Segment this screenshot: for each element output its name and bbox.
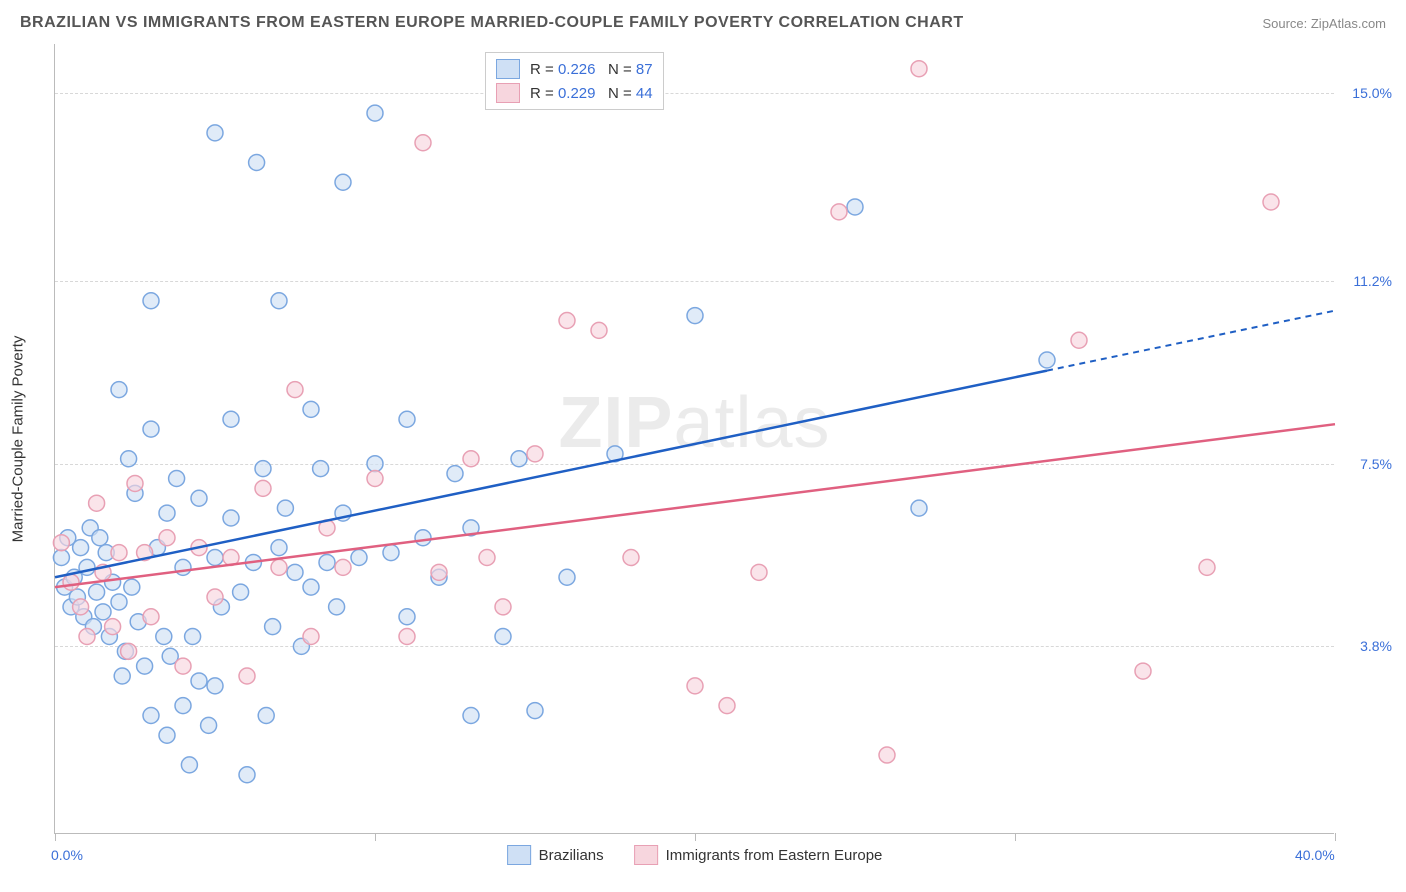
chart-header: BRAZILIAN VS IMMIGRANTS FROM EASTERN EUR…: [20, 14, 1386, 32]
legend-label: Immigrants from Eastern Europe: [666, 847, 883, 864]
legend-label: Brazilians: [539, 847, 604, 864]
trend-line: [55, 424, 1335, 587]
x-tick: [1015, 833, 1016, 841]
legend-row: R = 0.229 N = 44: [496, 81, 653, 105]
x-tick: [1335, 833, 1336, 841]
legend-swatch: [496, 83, 520, 103]
y-tick-label: 3.8%: [1360, 638, 1392, 654]
x-tick: [695, 833, 696, 841]
plot-container: Married-Couple Family Poverty 3.8%7.5%11…: [54, 44, 1334, 834]
x-tick: [375, 833, 376, 841]
legend-item: Immigrants from Eastern Europe: [634, 845, 883, 865]
x-tick: [55, 833, 56, 841]
legend-stat: R = 0.226 N = 87: [530, 61, 653, 78]
y-tick-label: 7.5%: [1360, 456, 1392, 472]
y-axis-label: Married-Couple Family Poverty: [10, 336, 27, 543]
series-legend: Brazilians Immigrants from Eastern Europe: [507, 845, 883, 865]
x-tick-label: 0.0%: [51, 847, 83, 863]
chart-source: Source: ZipAtlas.com: [1262, 16, 1386, 31]
legend-swatch: [496, 59, 520, 79]
trend-line-extrapolated: [1047, 311, 1335, 371]
y-tick-label: 11.2%: [1353, 273, 1392, 289]
trend-line: [55, 371, 1047, 578]
legend-stat: R = 0.229 N = 44: [530, 85, 653, 102]
trend-lines: [55, 44, 1335, 834]
chart-title: BRAZILIAN VS IMMIGRANTS FROM EASTERN EUR…: [20, 14, 964, 32]
x-tick-label: 40.0%: [1295, 847, 1335, 863]
correlation-legend: R = 0.226 N = 87 R = 0.229 N = 44: [485, 52, 664, 110]
plot-area: 3.8%7.5%11.2%15.0% ZIPatlas R = 0.226 N …: [54, 44, 1334, 834]
legend-swatch: [634, 845, 658, 865]
legend-swatch: [507, 845, 531, 865]
y-tick-label: 15.0%: [1352, 85, 1392, 101]
legend-item: Brazilians: [507, 845, 604, 865]
legend-row: R = 0.226 N = 87: [496, 57, 653, 81]
